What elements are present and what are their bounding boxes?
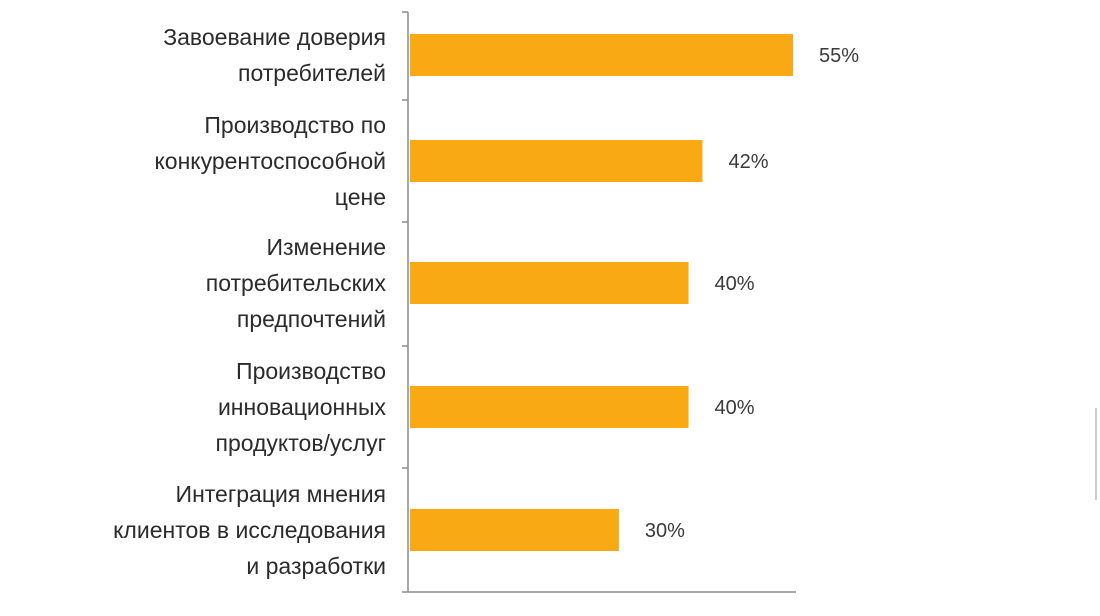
value-label: 40%	[715, 273, 755, 295]
bar	[410, 262, 689, 304]
category-label: Производство по конкурентоспособной цене	[154, 112, 386, 210]
bar	[410, 386, 689, 428]
category-label: Изменение потребительских предпочтений	[206, 234, 387, 332]
bar	[410, 34, 793, 76]
category-label: Интеграция мнения клиентов в исследования…	[113, 481, 386, 579]
value-label: 40%	[715, 397, 755, 419]
category-label: Завоевание доверия потребителей	[163, 24, 386, 86]
labels-layer: 55% Завоевание доверия потребителей 42% Прои…	[113, 24, 859, 579]
value-label: 42%	[728, 151, 768, 173]
axis-layer	[402, 11, 1097, 593]
bar	[410, 509, 619, 551]
bar	[410, 140, 703, 182]
category-label: Производство инновационных продуктов/услуг	[215, 358, 386, 456]
value-label: 55%	[819, 45, 859, 67]
value-label: 30%	[645, 520, 685, 542]
bars-layer	[410, 34, 793, 551]
